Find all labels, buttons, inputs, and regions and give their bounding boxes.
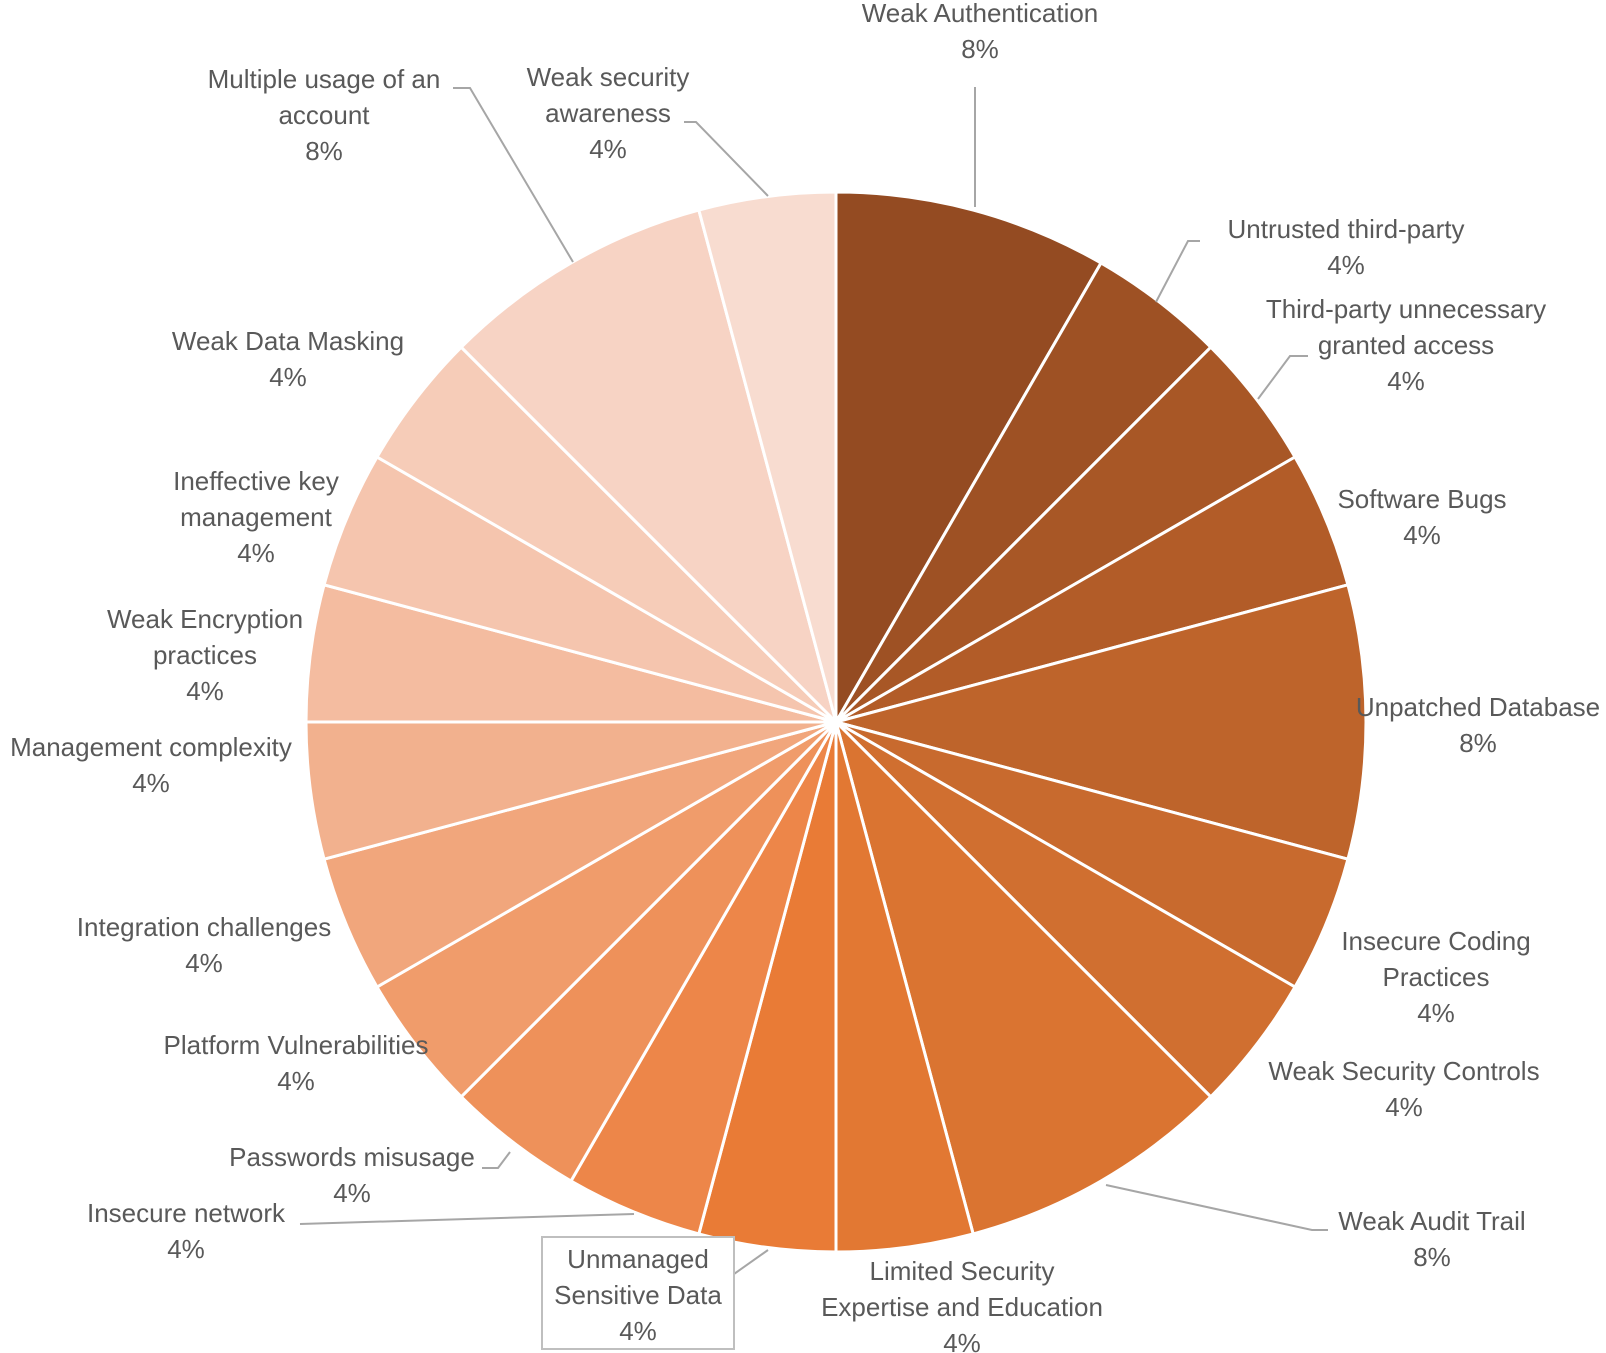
slice-value-label: 8% bbox=[1459, 728, 1497, 758]
data-label: Passwords misusage 4% bbox=[229, 1142, 475, 1208]
leader-line bbox=[1105, 1184, 1328, 1231]
slice-label: practices bbox=[153, 640, 257, 670]
leader-line bbox=[482, 1151, 511, 1169]
leader-line bbox=[733, 1249, 769, 1275]
slice-label: Weak Authentication bbox=[862, 0, 1099, 28]
pie-slices bbox=[304, 190, 1368, 1254]
slice-value-label: 4% bbox=[1327, 250, 1365, 280]
slice-label: Practices bbox=[1383, 962, 1490, 992]
data-label: Insecure Coding Practices 4% bbox=[1341, 926, 1530, 1028]
leader-line bbox=[1257, 355, 1308, 400]
slice-label: Platform Vulnerabilities bbox=[164, 1030, 429, 1060]
slice-value-label: 4% bbox=[943, 1328, 981, 1353]
slice-label: granted access bbox=[1318, 330, 1494, 360]
data-label: Limited Security Expertise and Education 4… bbox=[821, 1256, 1103, 1353]
pie-slice bbox=[696, 190, 838, 723]
leader-line bbox=[299, 1213, 635, 1225]
slice-label: management bbox=[180, 502, 333, 532]
slice-label: Weak Encryption bbox=[107, 604, 303, 634]
data-label-box bbox=[541, 1236, 735, 1350]
data-label: Platform Vulnerabilities 4% bbox=[164, 1030, 429, 1096]
slice-value-label: 4% bbox=[1403, 520, 1441, 550]
leader-lines bbox=[299, 87, 1328, 1275]
slice-label: Management complexity bbox=[10, 732, 292, 762]
data-label: Third-party unnecessary granted access 4% bbox=[1266, 294, 1546, 396]
slice-value-label: 8% bbox=[961, 34, 999, 64]
slice-label: Integration challenges bbox=[77, 912, 331, 942]
slice-value-label: 4% bbox=[1417, 998, 1455, 1028]
pie-slice bbox=[834, 190, 1104, 728]
leader-line bbox=[1155, 240, 1200, 303]
leader-line bbox=[453, 87, 574, 263]
slice-label: Untrusted third-party bbox=[1228, 214, 1465, 244]
slice-label: Software Bugs bbox=[1337, 484, 1506, 514]
data-label: Multiple usage of an account 8% bbox=[208, 64, 441, 166]
slice-label: Unpatched Database bbox=[1356, 692, 1600, 722]
slice-value-label: 4% bbox=[619, 1316, 657, 1346]
slice-value-label: 4% bbox=[269, 362, 307, 392]
slice-label: Ineffective key bbox=[173, 466, 339, 496]
slice-label: Unmanaged bbox=[567, 1244, 709, 1274]
slice-value-label: 4% bbox=[132, 768, 170, 798]
slice-label: Insecure Coding bbox=[1341, 926, 1530, 956]
data-label: Untrusted third-party 4% bbox=[1228, 214, 1465, 280]
slice-value-label: 8% bbox=[305, 136, 343, 166]
data-label: Weak Encryption practices 4% bbox=[107, 604, 303, 706]
pie-slice bbox=[833, 716, 1213, 1236]
data-label: Weak Audit Trail 8% bbox=[1338, 1206, 1525, 1272]
leader-line bbox=[684, 121, 769, 197]
slice-value-label: 4% bbox=[186, 676, 224, 706]
slice-label: Insecure network bbox=[87, 1198, 286, 1228]
data-label: Software Bugs 4% bbox=[1337, 484, 1506, 550]
slice-label: Sensitive Data bbox=[554, 1280, 722, 1310]
slice-label: Expertise and Education bbox=[821, 1292, 1103, 1322]
slice-label: Third-party unnecessary bbox=[1266, 294, 1546, 324]
slice-value-label: 4% bbox=[1387, 366, 1425, 396]
slice-label: awareness bbox=[545, 98, 671, 128]
slice-label: Limited Security bbox=[870, 1256, 1055, 1286]
slice-value-label: 4% bbox=[237, 538, 275, 568]
slice-label: Passwords misusage bbox=[229, 1142, 475, 1172]
pie-slice bbox=[459, 208, 839, 728]
slice-value-label: 4% bbox=[185, 948, 223, 978]
slice-label: Weak Security Controls bbox=[1268, 1056, 1539, 1086]
data-label: Unpatched Database 8% bbox=[1356, 692, 1600, 758]
data-label: Unmanaged Sensitive Data 4% bbox=[541, 1236, 735, 1350]
data-label: Weak Data Masking 4% bbox=[172, 326, 404, 392]
data-label: Ineffective key management 4% bbox=[173, 466, 339, 568]
data-label: Weak Authentication 8% bbox=[862, 0, 1099, 64]
slice-label: Multiple usage of an bbox=[208, 64, 441, 94]
data-label: Insecure network 4% bbox=[87, 1198, 286, 1264]
slice-value-label: 4% bbox=[333, 1178, 371, 1208]
data-label: Weak Security Controls 4% bbox=[1268, 1056, 1539, 1122]
data-labels: Weak Authentication 8% Untrusted third-par… bbox=[10, 0, 1600, 1353]
slice-value-label: 8% bbox=[1413, 1242, 1451, 1272]
data-label: Weak security awareness 4% bbox=[527, 62, 690, 164]
data-label: Integration challenges 4% bbox=[77, 912, 331, 978]
slice-value-label: 4% bbox=[1385, 1092, 1423, 1122]
data-label: Management complexity 4% bbox=[10, 732, 292, 798]
slice-value-label: 4% bbox=[277, 1066, 315, 1096]
slice-value-label: 4% bbox=[167, 1234, 205, 1264]
slice-value-label: 4% bbox=[589, 134, 627, 164]
slice-label: account bbox=[278, 100, 370, 130]
pie-slice bbox=[830, 582, 1368, 862]
slice-label: Weak Data Masking bbox=[172, 326, 404, 356]
slice-label: Weak security bbox=[527, 62, 690, 92]
slice-label: Weak Audit Trail bbox=[1338, 1206, 1525, 1236]
